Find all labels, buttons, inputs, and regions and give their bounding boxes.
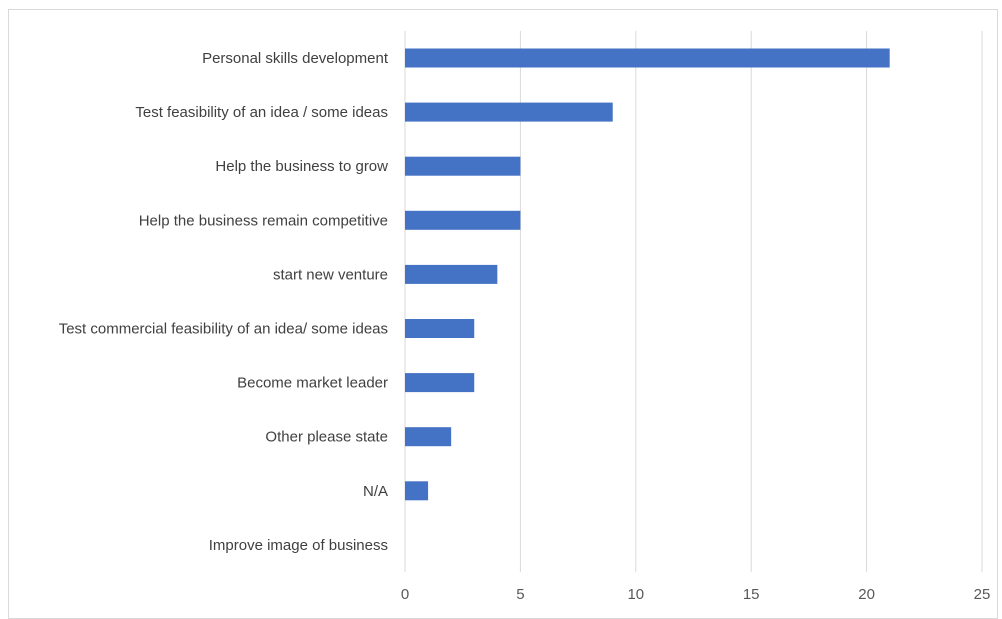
x-tick-label: 20	[858, 586, 875, 603]
bar	[405, 48, 890, 68]
category-label: Test commercial feasibility of an idea/ …	[59, 321, 388, 338]
bar	[405, 210, 521, 230]
category-label: Improve image of business	[209, 537, 388, 554]
x-tick-label: 15	[743, 586, 760, 603]
bar	[405, 481, 429, 501]
bar	[405, 427, 452, 447]
bar	[405, 156, 521, 176]
bar	[405, 264, 498, 284]
bar	[405, 319, 475, 338]
category-label: Test feasibility of an idea / some ideas	[135, 104, 388, 121]
category-labels: Personal skills development Test feasibil…	[59, 50, 389, 554]
category-label: Help the business to grow	[215, 158, 388, 175]
x-tick-label: 25	[974, 586, 991, 603]
category-label: start new venture	[273, 266, 388, 283]
category-label: Personal skills development	[202, 50, 389, 67]
bar	[405, 102, 613, 122]
x-tick-label: 10	[627, 586, 644, 603]
x-tick-labels: 0 5 10 15 20 25	[401, 586, 991, 603]
category-label: Other please state	[265, 429, 388, 446]
bar	[405, 373, 475, 393]
x-tick-label: 0	[401, 586, 409, 603]
bars	[405, 48, 890, 501]
category-label: Become market leader	[237, 375, 388, 392]
category-label: Help the business remain competitive	[139, 212, 388, 229]
category-label: N/A	[363, 483, 388, 500]
x-tick-label: 5	[516, 586, 524, 603]
